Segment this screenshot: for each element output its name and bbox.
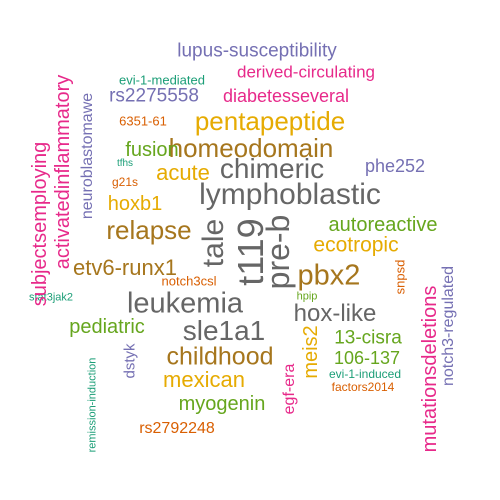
word-lymphoblastic: lymphoblastic — [199, 178, 381, 211]
word-neuroblastomawe: neuroblastomawe — [79, 92, 96, 220]
word-hpip: hpip — [296, 290, 318, 303]
word-tale: tale — [197, 218, 230, 268]
word-autoreactive: autoreactive — [328, 214, 438, 236]
word-factors2014: factors2014 — [331, 380, 395, 394]
word-acute: acute — [156, 160, 210, 185]
word-notch3csl: notch3csl — [161, 273, 217, 289]
word-remission-induction: remission-induction — [86, 357, 99, 453]
word-106-137: 106-137 — [333, 348, 401, 368]
word-homeodomain: homeodomain — [168, 133, 334, 163]
word-chimeric: chimeric — [219, 153, 325, 184]
word-hox-like: hox-like — [293, 300, 377, 327]
word-sle1a1: sle1a1 — [182, 315, 266, 346]
word-mexican: mexican — [163, 367, 245, 392]
word-activatedinflammatory: activatedinflammatory — [52, 74, 74, 270]
word-dstyk: dstyk — [121, 343, 139, 379]
word-notch3-regulated: notch3-regulated — [440, 265, 457, 387]
word-snpsd: snpsd — [392, 259, 408, 295]
word-egf-era: egf-era — [281, 363, 298, 415]
word-subjectsemploying: subjectsemploying — [29, 141, 51, 307]
word-leukemia: leukemia — [126, 287, 244, 320]
word-etv6-runx1: etv6-runx1 — [73, 255, 177, 280]
word-pediatric: pediatric — [69, 316, 145, 338]
word-g21s: g21s — [111, 175, 139, 189]
word-evi-1-induced: evi-1-induced — [328, 367, 402, 381]
word-relapse: relapse — [106, 215, 192, 245]
word-stat3jak2: stat3jak2 — [28, 291, 74, 304]
word-myogenin: myogenin — [178, 393, 266, 415]
word-hoxb1: hoxb1 — [107, 193, 163, 215]
word-childhood: childhood — [166, 342, 274, 371]
word-13-cisra: 13-cisra — [334, 327, 402, 349]
word-pentapeptide: pentapeptide — [194, 106, 346, 136]
word-derived-circulating: derived-circulating — [237, 62, 375, 82]
word-mutationsdeletions: mutationsdeletions — [419, 285, 441, 453]
word-fusion: fusion — [125, 139, 179, 161]
word-phe252: phe252 — [364, 156, 426, 176]
word-6351-61: 6351-61 — [119, 113, 167, 129]
word-diabetesseveral: diabetesseveral — [222, 86, 350, 106]
word-rs2792248: rs2792248 — [139, 420, 215, 437]
word-meis2: meis2 — [300, 325, 322, 379]
word-rs2275558: rs2275558 — [109, 85, 199, 107]
word-pre-b: pre-b — [260, 214, 296, 290]
word-evi-1-mediated: evi-1-mediated — [119, 72, 205, 88]
word-pbx2: pbx2 — [297, 259, 361, 292]
word-lupus-susceptibility: lupus-susceptibility — [177, 40, 337, 62]
word-ecotropic: ecotropic — [313, 233, 399, 257]
word-tfhs: tfhs — [116, 158, 134, 169]
